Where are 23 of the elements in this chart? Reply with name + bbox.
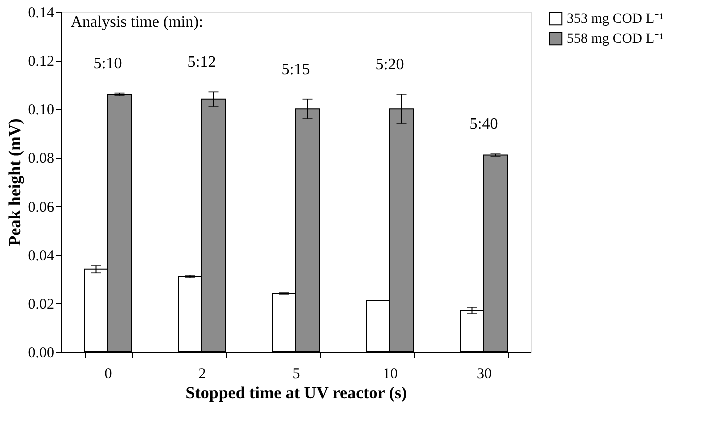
- x-tick-label: 10: [383, 366, 398, 382]
- y-tick-label: 0.04: [28, 248, 55, 264]
- x-tick-label: 0: [104, 366, 112, 382]
- annotation: 5:12: [188, 54, 216, 72]
- annotation: 5:15: [282, 61, 310, 78]
- annotation: 5:20: [376, 56, 404, 74]
- annotation: 5:40: [470, 116, 498, 134]
- annotation: 5:10: [94, 55, 122, 72]
- y-tick-label: 0.06: [28, 200, 55, 216]
- annotation: Analysis time (min):: [71, 14, 204, 31]
- x-tick-label: 2: [198, 366, 206, 382]
- x-axis-title: Stopped time at UV reactor (s): [186, 384, 408, 402]
- legend-label: 558 mg COD L⁻¹: [567, 32, 664, 47]
- legend-label: 353 mg COD L⁻¹: [567, 12, 664, 27]
- y-tick-label: 0.08: [28, 151, 54, 168]
- y-tick-label: 0.14: [28, 6, 55, 22]
- y-tick-label: 0.12: [28, 54, 54, 70]
- y-tick-label: 0.00: [28, 346, 54, 362]
- y-tick-label: 0.02: [28, 296, 54, 313]
- y-axis-title: Peak height (mV): [5, 118, 24, 246]
- y-tick-label: 0.10: [28, 102, 54, 119]
- x-tick-label: 5: [292, 366, 300, 382]
- x-tick-label: 30: [477, 366, 492, 382]
